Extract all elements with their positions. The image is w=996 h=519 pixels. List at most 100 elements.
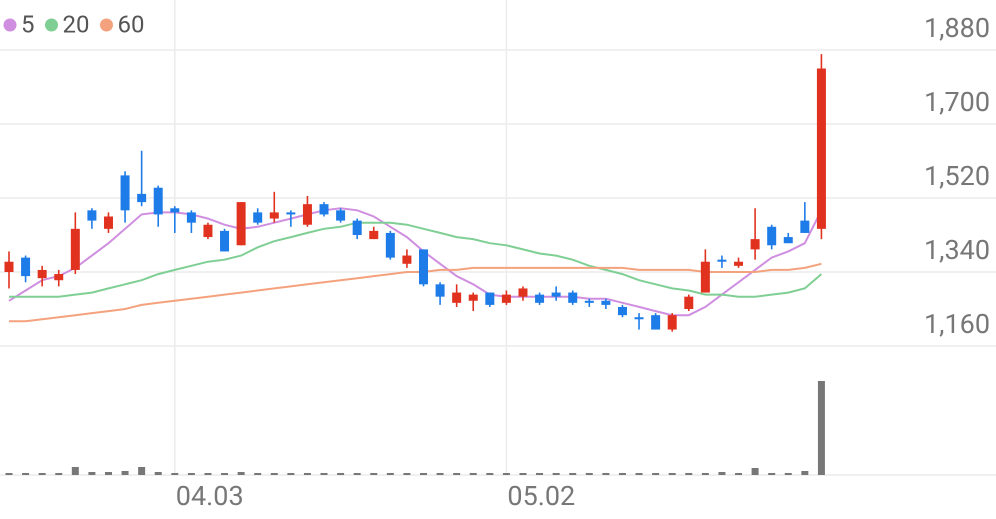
candle-body — [419, 249, 428, 285]
candle-body — [684, 296, 694, 309]
candle-body — [170, 208, 180, 213]
candle-body — [501, 294, 511, 303]
ma-line — [9, 262, 822, 323]
legend-label: 5 — [21, 10, 35, 38]
volume-bar — [353, 473, 361, 475]
volume-bar — [784, 473, 792, 475]
candle-body — [734, 261, 744, 266]
volume-bar — [254, 473, 262, 475]
volume-bar — [287, 473, 295, 475]
y-tick-label: 1,880 — [924, 12, 990, 44]
legend-label: 60 — [117, 10, 144, 38]
candle-body — [783, 237, 793, 244]
volume-bar — [552, 473, 560, 475]
candle-body — [700, 261, 710, 293]
volume-bar — [303, 473, 311, 475]
volume-bar — [171, 473, 179, 475]
volume-bar — [386, 473, 394, 475]
candle-body — [319, 204, 329, 215]
volume-bar — [154, 472, 162, 475]
volume-bar — [701, 473, 709, 475]
candle-body — [385, 232, 395, 258]
volume-bar — [668, 473, 676, 475]
volume-bar — [270, 473, 278, 475]
volume-bar — [370, 473, 378, 475]
candle-body — [667, 315, 677, 330]
candle-body — [634, 317, 644, 320]
ma-line — [9, 221, 823, 298]
candle-body — [518, 288, 528, 297]
volume-bar — [71, 467, 79, 475]
candle-body — [253, 212, 263, 223]
volume-bar — [104, 472, 112, 475]
x-tick-label: 04.03 — [176, 480, 244, 512]
candle-body — [153, 187, 163, 215]
volume-bar — [187, 473, 195, 475]
candle-body — [186, 212, 196, 223]
volume-bar — [602, 473, 610, 475]
candle-body — [551, 292, 561, 297]
volume-bar — [569, 473, 577, 475]
candle-body — [485, 292, 495, 305]
ma-line — [8, 207, 823, 317]
candle-body — [800, 220, 810, 233]
volume-bar — [221, 473, 229, 475]
y-tick-label: 1,160 — [924, 308, 990, 340]
candle-body — [568, 292, 578, 303]
candle-body — [137, 193, 147, 203]
candle-body — [220, 230, 230, 252]
candle-body — [352, 220, 362, 235]
volume-bar — [751, 468, 759, 475]
volume-bar — [735, 473, 743, 475]
candle-body — [336, 210, 346, 221]
candle-body — [617, 306, 627, 316]
candle-body — [54, 274, 64, 281]
volume-bar — [453, 473, 461, 475]
y-tick-label: 1,340 — [924, 234, 990, 266]
volume-bar — [38, 473, 46, 475]
volume-bar — [420, 473, 427, 475]
volume-bar — [204, 473, 212, 475]
candle-body — [120, 175, 130, 211]
candle-body — [750, 239, 760, 250]
volume-bar — [685, 473, 693, 475]
candle-body — [468, 294, 478, 301]
candle-body — [767, 226, 777, 246]
candle-body — [302, 204, 312, 225]
volume-bar — [801, 471, 809, 475]
candle-body — [37, 269, 47, 279]
volume-bar — [652, 473, 660, 475]
y-tick-label: 1,520 — [924, 160, 990, 192]
candle-body — [402, 255, 412, 264]
candle-body — [717, 259, 727, 262]
volume-bar — [237, 472, 245, 475]
volume-bar — [337, 473, 345, 475]
candle-body — [535, 294, 545, 303]
x-tick-label: 05.02 — [507, 480, 575, 512]
volume-bar — [502, 473, 510, 475]
volume-bar — [817, 381, 825, 475]
volume-bar — [486, 473, 494, 475]
candle-body — [651, 315, 661, 330]
volume-bar — [403, 473, 411, 475]
legend-label: 20 — [63, 10, 90, 38]
volume-bar — [585, 473, 593, 475]
volume-bar — [55, 473, 63, 475]
candle-body — [4, 261, 14, 272]
volume-bar — [121, 471, 129, 475]
volume-bar — [718, 472, 726, 475]
volume-bar — [320, 473, 328, 475]
candle-body — [70, 228, 80, 270]
candle-body — [369, 230, 379, 240]
candle-body — [21, 257, 31, 277]
candle-body — [601, 300, 611, 305]
volume-bar — [5, 473, 13, 475]
y-tick-label: 1,700 — [924, 86, 990, 118]
candle-body — [269, 212, 279, 219]
volume-bar — [138, 467, 146, 475]
candle-body — [452, 292, 462, 303]
candle-body — [816, 68, 826, 229]
legend-marker — [3, 18, 17, 32]
volume-bar — [618, 473, 626, 475]
